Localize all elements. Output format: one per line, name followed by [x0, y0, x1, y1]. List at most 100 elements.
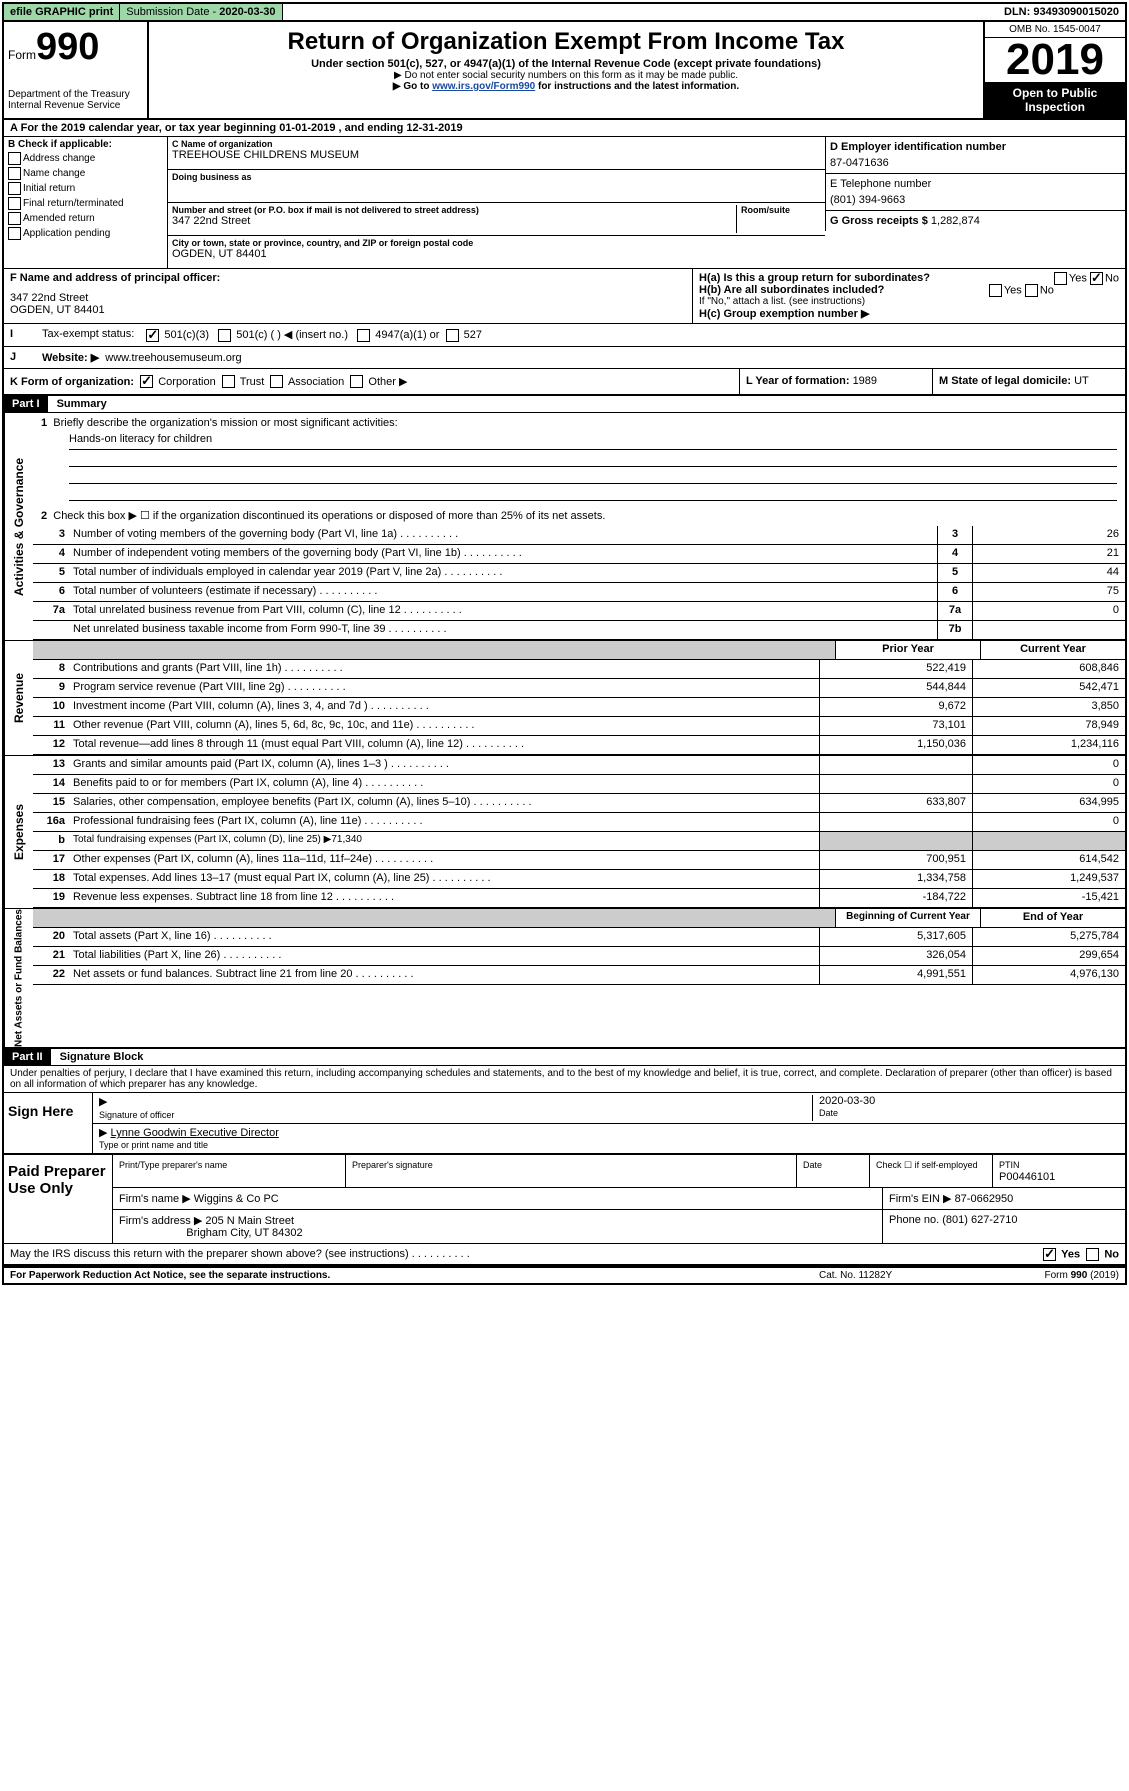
phone-label: Phone no. — [889, 1214, 942, 1226]
firm-addr1: 205 N Main Street — [205, 1215, 294, 1227]
paid-label: Paid Preparer Use Only — [4, 1155, 113, 1243]
data-row: 12 Total revenue—add lines 8 through 11 … — [33, 736, 1125, 755]
data-row: b Total fundraising expenses (Part IX, c… — [33, 832, 1125, 851]
name-label: Type or print name and title — [99, 1140, 208, 1150]
discuss-no[interactable] — [1086, 1248, 1099, 1261]
self-emp-label: Check ☐ if self-employed — [876, 1160, 978, 1170]
top-bar: efile GRAPHIC print Submission Date - 20… — [4, 4, 1125, 22]
officer-name-title: Lynne Goodwin Executive Director — [111, 1127, 279, 1139]
dept-treasury: Department of the Treasury Internal Reve… — [8, 89, 143, 111]
submission-date-value: 2020-03-30 — [219, 6, 275, 18]
firm-name: Wiggins & Co PC — [194, 1193, 279, 1205]
data-row: 19 Revenue less expenses. Subtract line … — [33, 889, 1125, 908]
hb-note: If "No," attach a list. (see instruction… — [699, 296, 1119, 307]
gross-receipts: 1,282,874 — [931, 215, 980, 227]
l-label: L Year of formation: — [746, 375, 853, 387]
city-state-zip: OGDEN, UT 84401 — [172, 248, 821, 260]
k-label: K Form of organization: — [10, 376, 134, 388]
phone-box: E Telephone number (801) 394-9663 — [825, 174, 1125, 211]
prior-year-header: Prior Year — [835, 641, 980, 659]
discuss-yes[interactable] — [1043, 1248, 1056, 1261]
state-domicile: UT — [1074, 375, 1089, 387]
footer-center: Cat. No. 11282Y — [819, 1270, 969, 1281]
check-4947[interactable] — [357, 329, 370, 342]
row-i: I Tax-exempt status: 501(c)(3) 501(c) ( … — [4, 324, 1125, 347]
check-address-change[interactable]: Address change — [8, 152, 163, 165]
data-row: 13 Grants and similar amounts paid (Part… — [33, 756, 1125, 775]
check-other[interactable] — [350, 375, 363, 388]
col-mid: C Name of organization TREEHOUSE CHILDRE… — [168, 137, 825, 268]
check-pending[interactable]: Application pending — [8, 227, 163, 240]
room-label: Room/suite — [741, 205, 821, 215]
efile-button[interactable]: efile GRAPHIC print — [4, 4, 120, 20]
check-corp[interactable] — [140, 375, 153, 388]
prep-sig-label: Preparer's signature — [352, 1160, 433, 1170]
dba-box: Doing business as — [168, 170, 825, 203]
irs-link[interactable]: www.irs.gov/Form990 — [432, 81, 535, 92]
note2-post: for instructions and the latest informat… — [535, 81, 739, 92]
line2-text: Check this box ▶ ☐ if the organization d… — [53, 510, 605, 522]
part2-header: Part II — [4, 1049, 51, 1065]
check-assoc[interactable] — [270, 375, 283, 388]
data-row: 15 Salaries, other compensation, employe… — [33, 794, 1125, 813]
org-name: TREEHOUSE CHILDRENS MUSEUM — [172, 149, 821, 161]
sign-here-label: Sign Here — [4, 1093, 93, 1153]
data-row: 9 Program service revenue (Part VIII, li… — [33, 679, 1125, 698]
gross-receipts-box: G Gross receipts $ 1,282,874 — [825, 211, 1125, 231]
city-label: City or town, state or province, country… — [172, 238, 821, 248]
dln: DLN: 93493090015020 — [998, 4, 1125, 20]
check-527[interactable] — [446, 329, 459, 342]
expenses-side-label: Expenses — [4, 756, 33, 908]
firm-name-label: Firm's name ▶ — [119, 1193, 191, 1205]
org-name-box: C Name of organization TREEHOUSE CHILDRE… — [168, 137, 825, 170]
officer-addr2: OGDEN, UT 84401 — [10, 304, 686, 316]
section-a: B Check if applicable: Address change Na… — [4, 137, 1125, 269]
sig-date: 2020-03-30 — [819, 1095, 1119, 1107]
sig-right: ▶Signature of officer 2020-03-30Date ▶ L… — [93, 1093, 1125, 1153]
header-row: Form990 Department of the Treasury Inter… — [4, 22, 1125, 120]
gov-row: 6 Total number of volunteers (estimate i… — [33, 583, 1125, 602]
year-formation: 1989 — [853, 375, 877, 387]
prep-row-2: Firm's name ▶ Wiggins & Co PC Firm's EIN… — [113, 1188, 1125, 1210]
prep-date-label: Date — [803, 1160, 822, 1170]
firm-addr-label: Firm's address ▶ — [119, 1215, 202, 1227]
paid-right: Print/Type preparer's name Preparer's si… — [113, 1155, 1125, 1243]
col-right: D Employer identification number 87-0471… — [825, 137, 1125, 268]
net-header-row: Beginning of Current Year End of Year — [33, 909, 1125, 928]
form-number: 990 — [36, 26, 99, 68]
check-trust[interactable] — [222, 375, 235, 388]
check-amended[interactable]: Amended return — [8, 212, 163, 225]
part1-header-row: Part I Summary — [4, 396, 1125, 413]
mission-lines: Hands-on literacy for children — [33, 429, 1125, 505]
officer-addr1: 347 22nd Street — [10, 292, 686, 304]
gov-row: Net unrelated business taxable income fr… — [33, 621, 1125, 640]
part2-title: Signature Block — [54, 1049, 150, 1065]
i-label: Tax-exempt status: — [36, 324, 140, 346]
data-row: 8 Contributions and grants (Part VIII, l… — [33, 660, 1125, 679]
check-501c3[interactable] — [146, 329, 159, 342]
check-501c[interactable] — [218, 329, 231, 342]
dln-value: 93493090015020 — [1033, 6, 1119, 18]
gov-row: 5 Total number of individuals employed i… — [33, 564, 1125, 583]
hb-label: H(b) Are all subordinates included? — [699, 284, 884, 296]
perjury-text: Under penalties of perjury, I declare th… — [4, 1066, 1125, 1093]
governance-content: 1 Briefly describe the organization's mi… — [33, 413, 1125, 640]
end-year-header: End of Year — [980, 909, 1125, 927]
tax-year: 2019 — [985, 38, 1125, 82]
net-lines: 20 Total assets (Part X, line 16) 5,317,… — [33, 928, 1125, 985]
check-name-change[interactable]: Name change — [8, 167, 163, 180]
city-box: City or town, state or province, country… — [168, 236, 825, 268]
note2-pre: ▶ Go to — [393, 81, 432, 92]
form-subtitle: Under section 501(c), 527, or 4947(a)(1)… — [153, 58, 979, 70]
revenue-content: Prior Year Current Year 8 Contributions … — [33, 641, 1125, 755]
addr-label: Number and street (or P.O. box if mail i… — [172, 205, 736, 215]
check-final-return[interactable]: Final return/terminated — [8, 197, 163, 210]
street-address: 347 22nd Street — [172, 215, 736, 227]
check-initial-return[interactable]: Initial return — [8, 182, 163, 195]
ein-value: 87-0471636 — [830, 157, 1121, 169]
gov-lines: 3 Number of voting members of the govern… — [33, 526, 1125, 640]
f-label: F Name and address of principal officer: — [10, 272, 686, 284]
netassets-section: Net Assets or Fund Balances Beginning of… — [4, 909, 1125, 1049]
netassets-side-label: Net Assets or Fund Balances — [4, 909, 33, 1047]
submission-date-label: Submission Date - — [126, 6, 219, 18]
